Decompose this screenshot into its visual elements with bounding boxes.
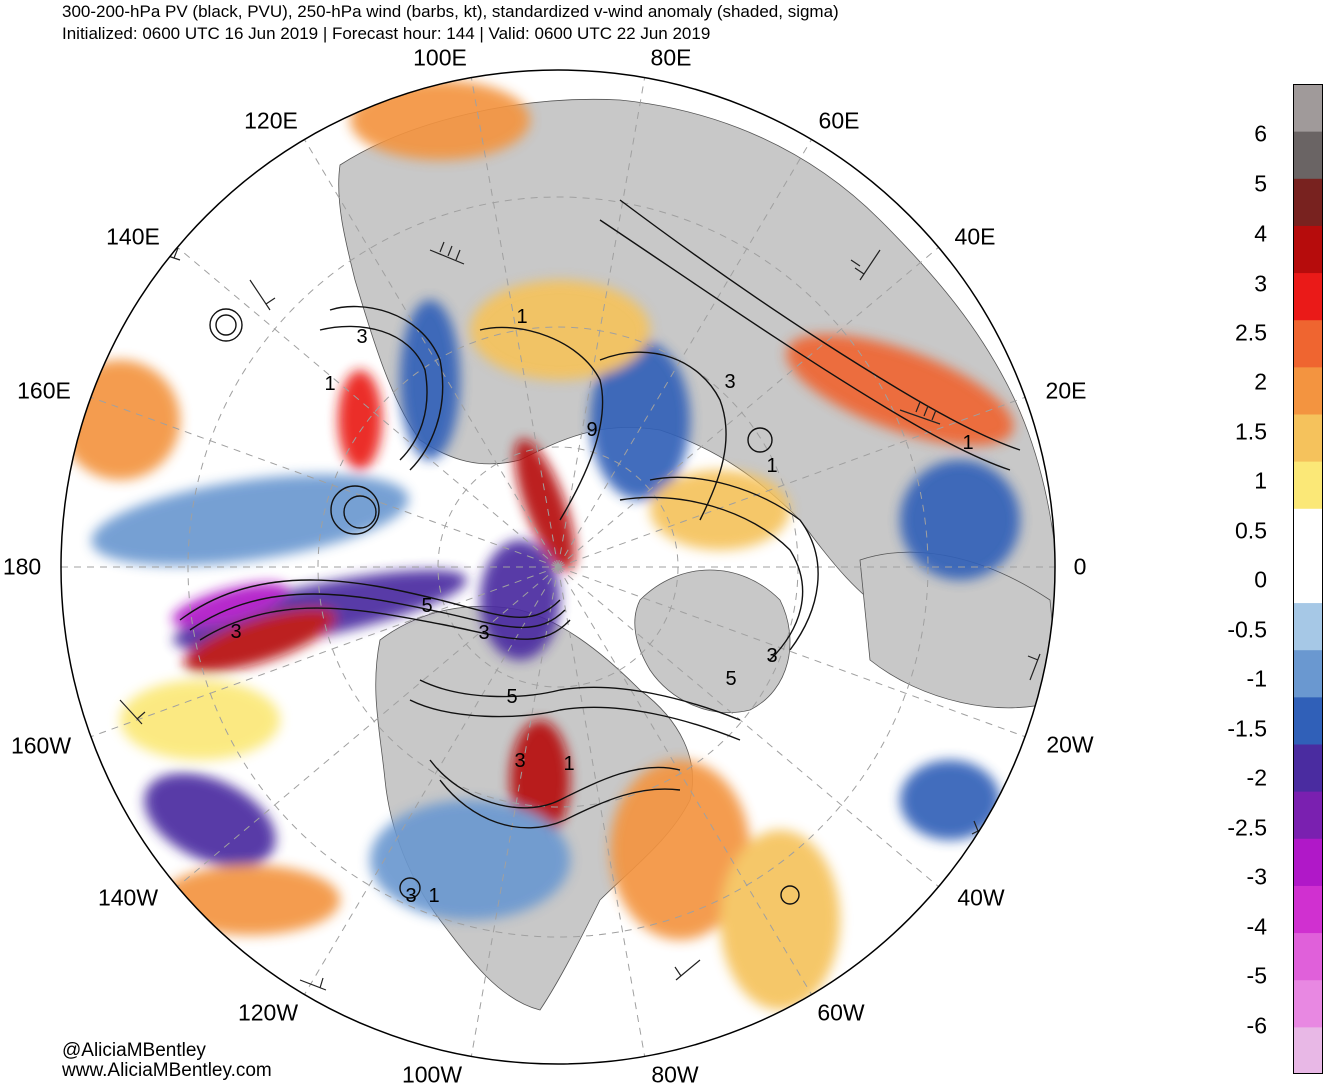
colorbar-swatch	[1293, 508, 1323, 556]
contour-label: 1	[962, 432, 973, 454]
contour-label: 1	[563, 753, 574, 775]
colorbar-tick-label: 1.5	[1235, 418, 1267, 445]
colorbar-swatch	[1293, 602, 1323, 651]
pv-contours	[179, 199, 1021, 905]
contour-label: 3	[230, 621, 241, 643]
colorbar-tick-label: -3	[1246, 863, 1267, 890]
lon-label: 100W	[401, 1061, 463, 1086]
colorbar-tick-label: -6	[1246, 1012, 1267, 1039]
lon-label: 160W	[10, 732, 72, 759]
contour-label: 1	[324, 373, 335, 395]
colorbar-swatch	[1293, 319, 1323, 368]
lon-label: 100E	[413, 44, 467, 71]
colorbar-tick-label: 2.5	[1235, 319, 1267, 346]
lon-label: 20W	[1046, 731, 1094, 758]
lon-label: 140E	[106, 223, 160, 250]
contour-label: 3	[478, 622, 489, 644]
colorbar-swatch	[1293, 649, 1323, 698]
lon-label: 180	[2, 553, 42, 580]
colorbar-swatch	[1293, 131, 1323, 179]
colorbar-swatch	[1293, 178, 1323, 226]
colorbar-tick-label: 6	[1254, 120, 1267, 147]
contour-label: 9	[586, 419, 597, 441]
colorbar-tick-label: -2	[1246, 764, 1267, 791]
polar-map: 1 3 9 3 1 1 3 5 3 5 3 5 1 3 1 3 1	[60, 69, 1056, 1065]
lon-label: 40E	[954, 223, 996, 250]
contour-label: 1	[516, 306, 527, 328]
land-greenland	[634, 569, 791, 713]
contour-label: 3	[766, 645, 777, 667]
colorbar-tick-label: 5	[1254, 170, 1267, 197]
contour-label: 5	[725, 668, 736, 690]
colorbar-tick-label: 0	[1254, 566, 1267, 593]
lon-label: 140W	[97, 884, 159, 911]
lon-label: 20E	[1045, 377, 1087, 404]
colorbar-tick-label: 2	[1254, 368, 1267, 395]
map-disk: 1 3 9 3 1 1 3 5 3 5 3 5 1 3 1 3 1	[61, 70, 1055, 1064]
colorbar-swatch	[1293, 838, 1323, 886]
credit-website: www.AliciaMBentley.com	[62, 1060, 272, 1081]
colorbar-swatches	[1293, 84, 1323, 1074]
contour-label: 5	[506, 686, 517, 708]
colorbar-swatch	[1293, 366, 1323, 415]
lon-label: 160E	[17, 377, 71, 404]
credit-handle: @AliciaMBentley	[62, 1040, 206, 1061]
colorbar-tick-label: -1.5	[1227, 715, 1267, 742]
colorbar	[1293, 84, 1323, 1074]
colorbar-tick-label: -1	[1246, 665, 1267, 692]
lon-label: 80W	[651, 1061, 699, 1086]
contour-label: 3	[405, 885, 416, 907]
colorbar-swatch	[1293, 225, 1323, 274]
lon-label: 120W	[237, 999, 299, 1026]
contour-label: 1	[766, 455, 777, 477]
lon-label: 80E	[650, 44, 692, 71]
contour-label: 3	[724, 371, 735, 393]
colorbar-swatch	[1293, 885, 1323, 934]
colorbar-swatch	[1293, 461, 1323, 509]
colorbar-swatch	[1293, 696, 1323, 745]
colorbar-swatch	[1293, 1026, 1323, 1074]
colorbar-swatch	[1293, 555, 1323, 604]
lon-label: 120E	[244, 107, 298, 134]
colorbar-tick-label: -5	[1246, 962, 1267, 989]
colorbar-swatch	[1293, 414, 1323, 462]
contour-label: 5	[421, 595, 432, 617]
colorbar-swatch	[1293, 932, 1323, 981]
colorbar-tick-label: 1	[1254, 467, 1267, 494]
lon-label: 40W	[957, 884, 1005, 911]
colorbar-swatch	[1293, 272, 1323, 321]
colorbar-tick-label: -0.5	[1227, 616, 1267, 643]
colorbar-swatch	[1293, 979, 1323, 1028]
colorbar-tick-label: 4	[1254, 220, 1267, 247]
colorbar-tick-label: 0.5	[1235, 517, 1267, 544]
lon-label: 60W	[817, 999, 865, 1026]
colorbar-tick-label: -4	[1246, 913, 1267, 940]
colorbar-swatch	[1293, 744, 1323, 792]
colorbar-swatch	[1293, 84, 1323, 132]
figure-subtitle: Initialized: 0600 UTC 16 Jun 2019 | Fore…	[62, 24, 711, 43]
lon-label: 60E	[818, 107, 860, 134]
colorbar-tick-label: -2.5	[1227, 814, 1267, 841]
figure-title: 300-200-hPa PV (black, PVU), 250-hPa win…	[62, 2, 839, 21]
contour-labels: 1 3 9 3 1 1 3 5 3 5 3 5 1 3 1 3 1	[230, 306, 973, 907]
map-boundary	[60, 69, 1056, 1065]
colorbar-tick-label: 3	[1254, 270, 1267, 297]
colorbar-swatch	[1293, 791, 1323, 839]
contour-label: 1	[428, 885, 439, 907]
contour-label: 3	[356, 326, 367, 348]
contour-label: 3	[514, 750, 525, 772]
lon-label: 0	[1073, 553, 1087, 580]
shading-anomalies	[61, 80, 1020, 1010]
